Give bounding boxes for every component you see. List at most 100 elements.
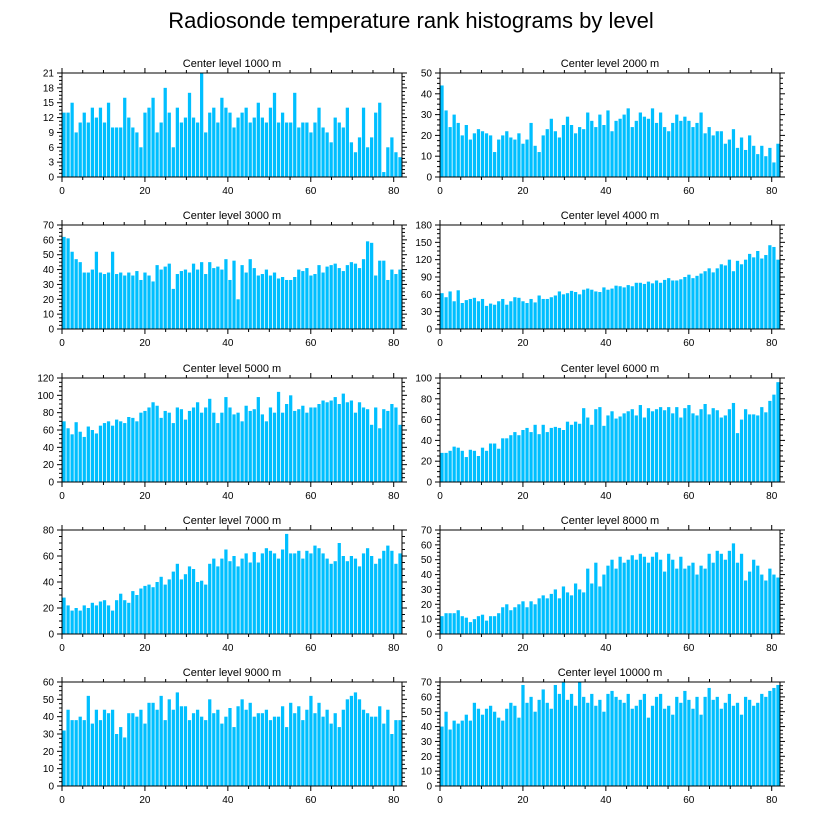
x-tick-label: 80 (766, 795, 778, 806)
histogram-bar (743, 259, 748, 329)
histogram-bar (768, 568, 772, 634)
x-tick-label: 20 (517, 643, 529, 654)
x-tick-label: 80 (388, 338, 400, 349)
histogram-bar (513, 607, 517, 634)
histogram-bar (723, 415, 727, 482)
panel-title: Center level 7000 m (183, 515, 281, 527)
histogram-bar (147, 702, 151, 786)
histogram-bar (776, 143, 780, 177)
histogram-bar (127, 417, 131, 482)
histogram-bar (654, 280, 659, 329)
histogram-bar (638, 699, 642, 786)
histogram-bar (719, 264, 723, 329)
y-tick-label: 15 (43, 98, 55, 109)
histogram-bar (131, 591, 135, 634)
histogram-bar (248, 562, 252, 634)
histogram-bar (772, 246, 776, 329)
histogram-bar (285, 279, 289, 329)
histogram-bar (590, 583, 594, 634)
histogram-bar (90, 107, 94, 177)
histogram-bar (102, 709, 107, 786)
histogram-bar (699, 273, 703, 329)
histogram-bar (752, 257, 756, 329)
histogram-bar (723, 143, 727, 177)
histogram-bar (70, 102, 74, 177)
x-tick-label: 40 (222, 338, 234, 349)
histogram-bar (699, 714, 703, 786)
histogram-bar (378, 428, 382, 482)
histogram-bar (610, 559, 614, 634)
x-tick-label: 20 (517, 338, 529, 349)
x-tick-label: 0 (437, 491, 443, 502)
y-tick-label: 150 (415, 238, 432, 249)
histogram-bar (480, 131, 485, 177)
histogram-bar (361, 259, 366, 329)
y-tick-label: 80 (421, 394, 433, 405)
histogram-bar (679, 120, 683, 177)
histogram-bar (748, 699, 752, 786)
histogram-bar (204, 720, 208, 786)
histogram-panel: Center level 10000 m 0 10 20 30 40 50 60 70 0 20 40… (421, 667, 785, 806)
histogram-bar (357, 137, 362, 177)
histogram-bar (760, 145, 764, 177)
histogram-bar (268, 275, 273, 329)
histogram-bar (386, 545, 390, 634)
histogram-bar (272, 272, 277, 329)
histogram-bar (488, 303, 493, 329)
histogram-bar (667, 553, 671, 634)
histogram-bar (663, 571, 667, 634)
histogram-bar (378, 558, 382, 634)
histogram-bar (756, 702, 760, 786)
histogram-bar (301, 405, 305, 482)
histogram-bar (626, 411, 630, 482)
histogram-bar (634, 282, 638, 329)
histogram-bar (321, 400, 325, 482)
page-title: Radiosonde temperature rank histograms b… (168, 8, 654, 33)
histogram-bar (301, 122, 305, 177)
y-tick-label: 30 (421, 737, 433, 748)
histogram-bar (476, 456, 481, 482)
histogram-bar (264, 269, 269, 329)
histogram-bar (464, 125, 468, 177)
histogram-bar (638, 405, 642, 482)
histogram-bar (602, 711, 606, 786)
histogram-bar (610, 131, 614, 177)
histogram-bar (123, 97, 127, 177)
histogram-bar (276, 391, 281, 482)
histogram-bar (667, 278, 671, 329)
histogram-bar (220, 558, 224, 634)
histogram-bar (590, 120, 594, 177)
histogram-bar (529, 696, 533, 786)
histogram-bar (361, 407, 366, 482)
y-tick-label: 40 (43, 443, 55, 454)
histogram-bar (309, 553, 313, 634)
histogram-bar (276, 278, 281, 329)
histogram-bar (285, 404, 289, 482)
histogram-bar (82, 112, 86, 177)
histogram-bar (361, 107, 366, 177)
histogram-bar (711, 699, 715, 786)
histogram-bar (517, 133, 521, 177)
histogram-bar (370, 424, 374, 482)
histogram-bar (484, 450, 489, 482)
histogram-bar (658, 407, 663, 482)
histogram-bar (565, 699, 570, 786)
histogram-bar (756, 415, 760, 482)
histogram-bar (727, 550, 732, 634)
histogram-bar (119, 593, 123, 634)
histogram-bar (525, 303, 529, 329)
histogram-bar (440, 293, 444, 329)
histogram-bar (74, 132, 78, 177)
histogram-bar (468, 298, 472, 329)
histogram-bar (590, 424, 594, 482)
histogram-bar (285, 533, 289, 634)
histogram-bar (501, 607, 505, 634)
histogram-bar (276, 558, 281, 634)
histogram-bar (195, 269, 200, 329)
histogram-bar (565, 293, 570, 329)
histogram-bar (752, 705, 756, 786)
histogram-bar (289, 553, 293, 634)
histogram-bar (301, 271, 305, 329)
histogram-bar (707, 127, 711, 177)
histogram-bar (586, 112, 590, 177)
